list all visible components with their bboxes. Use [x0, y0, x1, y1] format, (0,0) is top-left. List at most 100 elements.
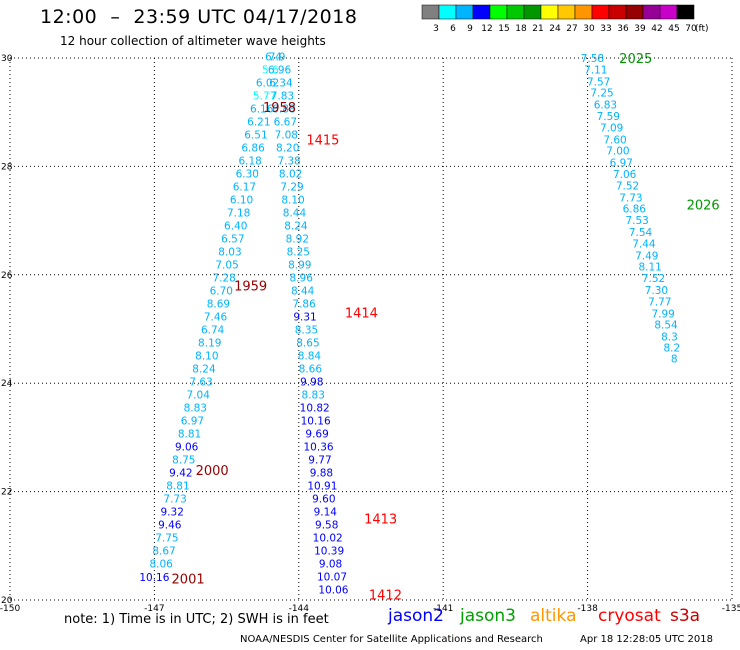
satellite-label-cryosat: cryosat	[598, 606, 661, 626]
wave-height-label: 7.44	[632, 238, 656, 250]
x-tick-label: -144	[289, 604, 310, 614]
wave-height-label: 8.66	[299, 364, 323, 376]
legend-label: 9	[467, 24, 473, 34]
wave-height-label: 9.69	[305, 429, 328, 441]
wave-height-label: 8.99	[288, 260, 311, 272]
wave-height-label: 8.69	[207, 299, 230, 311]
wave-height-label: 7.11	[584, 64, 607, 76]
wave-height-label: 6.67	[274, 116, 297, 128]
legend-swatch	[506, 4, 525, 20]
wave-height-label: 7.73	[163, 494, 186, 506]
time-label: 2026	[687, 198, 720, 213]
wave-height-label: 7.46	[204, 312, 228, 324]
time-label: 1958	[263, 101, 296, 116]
wave-height-label: 7.18	[227, 207, 250, 219]
wave-height-label: 6.86	[623, 204, 647, 216]
satellite-label-altika: altika	[530, 606, 577, 626]
legend-swatch	[540, 4, 559, 20]
wave-height-label: 8.11	[638, 262, 661, 274]
wave-height-label: 6.21	[247, 116, 270, 128]
wave-height-label: 7.99	[651, 308, 674, 320]
legend-label: 39	[634, 24, 646, 34]
legend-swatch	[591, 4, 610, 20]
wave-height-label: 9.06	[175, 442, 199, 454]
wave-height-label: 6.40	[224, 220, 247, 232]
wave-height-label: 8.24	[192, 364, 216, 376]
legend-label: 70	[685, 24, 697, 34]
wave-height-label: 8.44	[283, 207, 307, 219]
footnote: note: 1) Time is in UTC; 2) SWH is in fe…	[64, 612, 329, 627]
wave-height-label: 9.46	[158, 520, 182, 532]
wave-height-label: 6.10	[230, 194, 253, 206]
wave-height-label: 6.51	[244, 129, 267, 141]
time-label: 2025	[619, 52, 652, 67]
wave-height-label: 7.83	[271, 90, 294, 102]
legend-label: 21	[532, 24, 543, 34]
time-label: 1415	[306, 133, 339, 148]
legend-label: 27	[566, 24, 577, 34]
wave-height-label: 6.97	[610, 158, 633, 170]
wave-height-label: 6.02	[256, 77, 279, 89]
wave-height-label: 6.97	[181, 416, 204, 428]
wave-height-label: 5.6	[262, 64, 279, 76]
wave-height-label: 7.58	[581, 53, 604, 65]
legend-unit: (ft)	[695, 24, 709, 34]
wave-height-label: 8.67	[152, 546, 175, 558]
legend-swatch	[489, 4, 508, 20]
time-label: 1414	[345, 307, 378, 322]
wave-height-label: 8.83	[302, 390, 325, 402]
wave-height-label: 9.98	[300, 377, 323, 389]
wave-height-label: 7.06	[613, 169, 637, 181]
satellite-label-jason2: jason2	[388, 606, 444, 626]
wave-height-label: 7.38	[277, 155, 300, 167]
legend-label: 30	[583, 24, 595, 34]
wave-height-label: 8.81	[166, 481, 189, 493]
generated-timestamp: Apr 18 12:28:05 UTC 2018	[580, 634, 713, 645]
y-tick-label: 26	[1, 271, 13, 281]
wave-height-label: 8.44	[291, 286, 315, 298]
x-tick-label: -138	[577, 604, 598, 614]
wave-height-label: 8.3	[661, 332, 678, 344]
wave-height-label: 6.70	[210, 286, 233, 298]
wave-height-label: 7.77	[648, 296, 671, 308]
wave-height-label: 7.29	[280, 181, 303, 193]
wave-height-label: 8.75	[172, 455, 195, 467]
x-tick-label: -135	[722, 604, 740, 614]
wave-height-label: 5.77	[253, 90, 276, 102]
wave-height-label: 6.16	[250, 103, 274, 115]
wave-height-label: 8.35	[295, 325, 318, 337]
wave-height-label: 8.54	[654, 320, 678, 332]
legend-swatch	[608, 4, 627, 20]
wave-height-label: 6.30	[236, 168, 259, 180]
legend-label: 42	[651, 24, 662, 34]
credit-line: NOAA/NESDIS Center for Satellite Applica…	[240, 634, 543, 645]
wave-height-label: 6.4	[265, 51, 282, 63]
wave-height-label: 7.53	[625, 215, 648, 227]
wave-height-label: 7.75	[155, 533, 178, 545]
x-tick-label: -147	[144, 604, 164, 614]
legend-swatch	[438, 4, 457, 20]
wave-height-label: 9.31	[293, 312, 316, 324]
wave-height-label: 7.28	[212, 273, 235, 285]
wave-height-label: 7.63	[189, 377, 212, 389]
wave-height-label: 7.52	[642, 273, 665, 285]
wave-height-label: 10.82	[300, 403, 330, 415]
wave-height-label: 7.59	[597, 111, 620, 123]
wave-height-label: 7.57	[587, 76, 610, 88]
legend-label: 36	[617, 24, 629, 34]
satellite-label-s3a: s3a	[670, 606, 701, 626]
y-tick-label: 24	[1, 379, 13, 389]
legend-swatch	[676, 4, 695, 20]
legend-swatch	[472, 4, 491, 20]
wave-height-label: 7.86	[292, 299, 316, 311]
wave-height-label: 8.83	[184, 403, 207, 415]
wave-height-label: 9.58	[315, 520, 338, 532]
wave-height-label: 7.04	[187, 390, 211, 402]
legend-label: 45	[668, 24, 679, 34]
wave-height-label: 10.16	[301, 416, 331, 428]
wave-height-label: 8.10	[281, 194, 304, 206]
legend-label: 12	[481, 24, 492, 34]
time-label: 1413	[364, 513, 397, 528]
wave-height-label: 8.81	[178, 429, 201, 441]
